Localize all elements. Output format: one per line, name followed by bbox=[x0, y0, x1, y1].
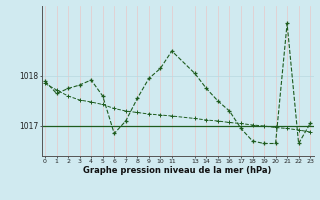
X-axis label: Graphe pression niveau de la mer (hPa): Graphe pression niveau de la mer (hPa) bbox=[84, 166, 272, 175]
